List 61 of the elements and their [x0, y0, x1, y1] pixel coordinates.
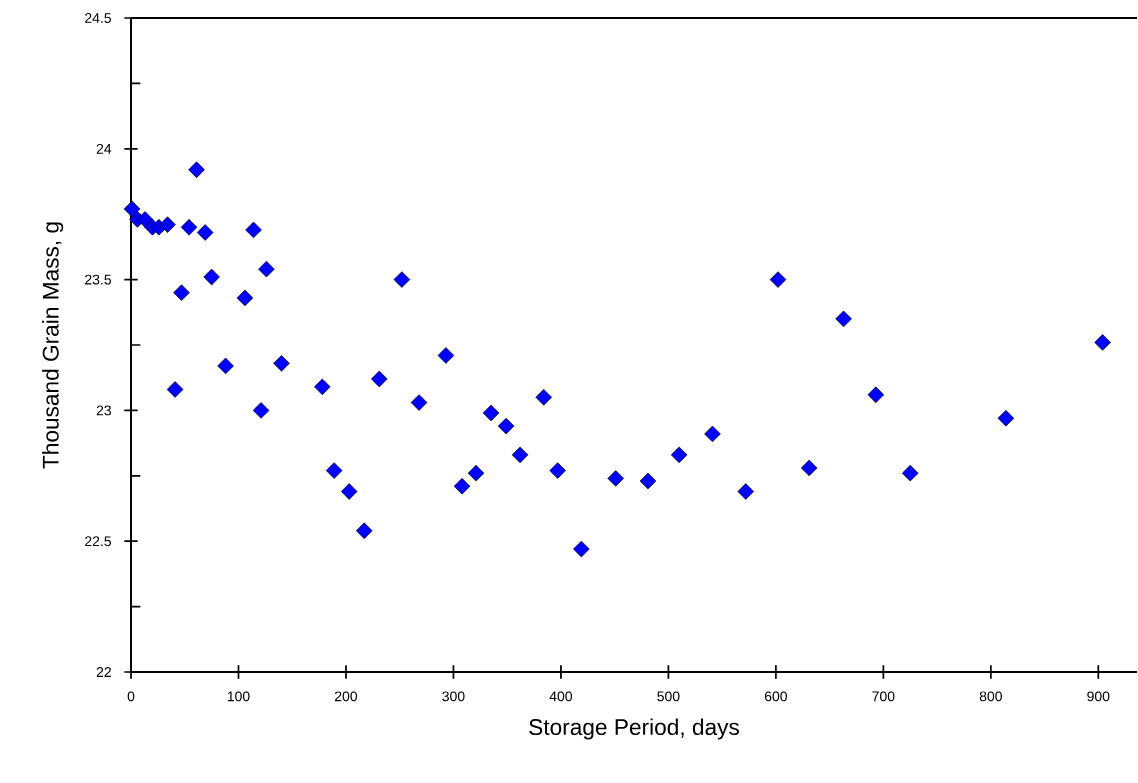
point	[437, 347, 455, 364]
x-tick-label: 100	[227, 691, 250, 702]
x-tick-label: 900	[1087, 691, 1110, 702]
point	[410, 394, 428, 411]
point	[453, 478, 471, 495]
point	[196, 224, 214, 241]
point	[467, 464, 485, 482]
point	[1094, 334, 1111, 351]
point	[482, 404, 500, 422]
point	[670, 446, 688, 464]
x-tick-label: 700	[872, 691, 895, 702]
x-tick-label: 800	[979, 691, 1002, 702]
point	[639, 472, 657, 490]
point	[835, 310, 852, 328]
y-tick-label: 23.5	[85, 274, 112, 285]
x-axis-title: Storage Period, days	[529, 718, 739, 740]
point	[252, 402, 270, 419]
x-tick-label: 400	[549, 691, 573, 702]
y-tick-label: 22.5	[85, 536, 112, 547]
point	[159, 216, 176, 233]
x-tick-label: 200	[335, 691, 358, 702]
point	[273, 355, 290, 372]
point	[769, 271, 787, 288]
x-tick-label: 600	[764, 691, 788, 702]
point	[549, 462, 566, 479]
x-tick-label: 300	[442, 691, 465, 702]
x-tick-label: 500	[657, 691, 680, 702]
point	[867, 386, 885, 403]
point	[737, 483, 755, 500]
point	[314, 378, 331, 396]
point	[535, 389, 552, 406]
point	[325, 462, 343, 479]
point	[203, 268, 220, 286]
point	[371, 370, 388, 388]
point	[901, 464, 919, 482]
point	[997, 409, 1015, 427]
point	[258, 260, 275, 278]
point	[188, 161, 205, 178]
point	[236, 289, 254, 307]
point	[607, 470, 624, 487]
point	[800, 459, 818, 477]
point	[245, 221, 262, 239]
y-tick-label: 24.5	[85, 13, 112, 23]
point	[497, 417, 515, 435]
x-tick-label: 0	[127, 691, 135, 702]
point	[217, 357, 234, 375]
point	[511, 446, 529, 464]
y-axis-title: Thousand Grain Mass, g	[42, 222, 64, 469]
y-tick-label: 24	[96, 143, 112, 154]
point	[173, 284, 190, 301]
point	[393, 271, 411, 288]
point	[340, 483, 358, 500]
point	[355, 522, 373, 539]
point	[123, 200, 141, 218]
point	[166, 381, 184, 398]
point	[136, 211, 154, 228]
y-tick-label: 23	[96, 405, 112, 416]
y-tick-label: 22	[96, 667, 111, 677]
point	[180, 219, 198, 236]
point	[573, 540, 590, 558]
point	[704, 425, 721, 443]
